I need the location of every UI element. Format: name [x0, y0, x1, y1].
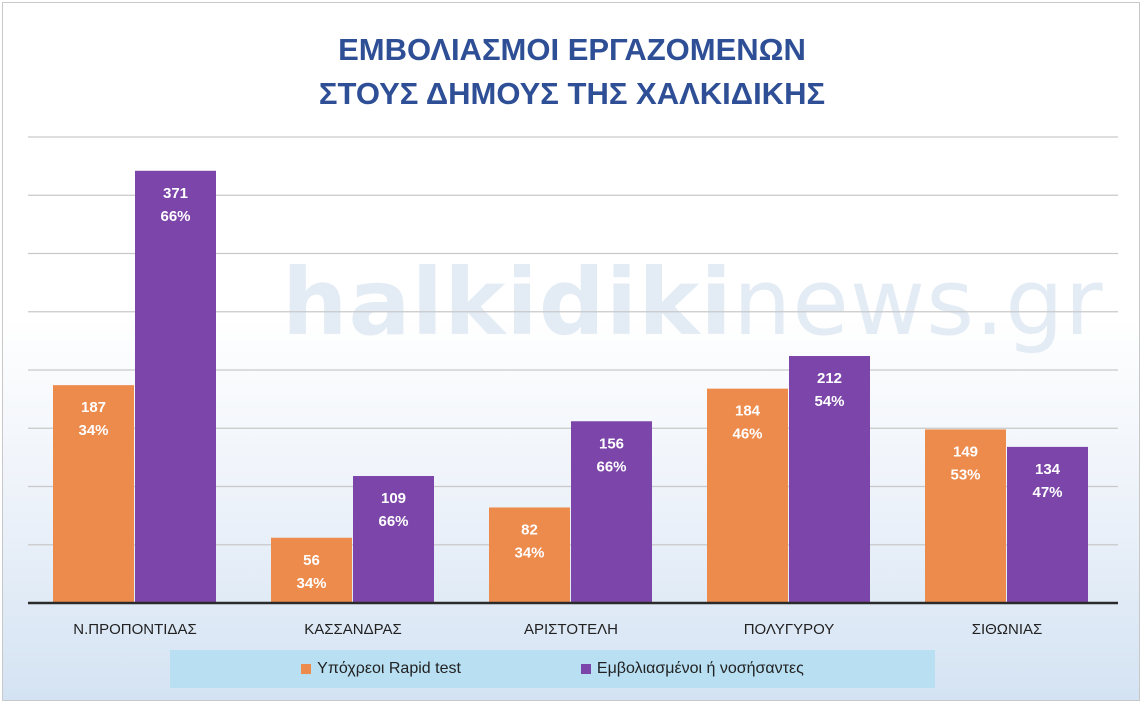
data-label-percent: 66%	[160, 208, 190, 225]
bar-vaccinated	[135, 170, 216, 603]
data-label-percent: 46%	[732, 426, 762, 443]
watermark-light-text: news.gr	[732, 249, 1104, 356]
legend: Υπόχρεοι Rapid test Εμβολιασμένοι ή νοσή…	[170, 650, 935, 688]
data-label-value: 134	[1035, 461, 1061, 478]
legend-swatch-purple	[580, 664, 591, 674]
data-label-value: 82	[521, 521, 538, 538]
bar-rapid-test	[489, 507, 570, 603]
bar-vaccinated	[1007, 446, 1088, 603]
chart-title-line-2: ΣΤΟΥΣ ΔΗΜΟΥΣ ΤΗΣ ΧΑΛΚΙΔΙΚΗΣ	[318, 76, 826, 111]
watermark: halkidikinews.gr	[282, 248, 1103, 358]
data-label-value: 212	[817, 370, 842, 387]
bar-rapid-test	[707, 388, 788, 603]
legend-swatch-orange	[301, 664, 312, 674]
legend-label-vaccinated: Εμβολιασμένοι ή νοσήσαντες	[596, 660, 804, 677]
legend-item-rapid-test: Υπόχρεοι Rapid test	[301, 660, 461, 678]
data-label-value: 187	[81, 399, 106, 416]
legend-item-vaccinated: Εμβολιασμένοι ή νοσήσαντες	[580, 660, 804, 678]
legend-label-rapid-test: Υπόχρεοι Rapid test	[317, 660, 461, 677]
chart-title-line-1: ΕΜΒΟΛΙΑΣΜΟΙ ΕΡΓΑΖΟΜΕΝΩΝ	[338, 32, 806, 67]
x-tick-label: ΣΙΘΩΝΙΑΣ	[972, 621, 1043, 638]
data-label-percent: 34%	[296, 575, 326, 592]
x-tick-label: ΠΟΛΥΓΥΡΟΥ	[744, 621, 835, 638]
x-tick-label: ΑΡΙΣΤΟΤΕΛΗ	[524, 621, 618, 638]
data-label-value: 109	[381, 490, 406, 507]
x-tick-label: ΚΑΣΣΑΝΔΡΑΣ	[304, 621, 402, 638]
bar-vaccinated	[353, 476, 434, 603]
data-label-value: 56	[303, 552, 320, 569]
data-label-percent: 66%	[378, 513, 408, 530]
data-label-percent: 66%	[596, 458, 626, 475]
data-label-value: 149	[953, 443, 978, 460]
data-label-value: 371	[163, 185, 188, 202]
data-label-percent: 47%	[1032, 484, 1062, 501]
bar-rapid-test	[925, 429, 1006, 603]
bar-rapid-test	[53, 385, 134, 603]
chart-title: ΕΜΒΟΛΙΑΣΜΟΙ ΕΡΓΑΖΟΜΕΝΩΝ ΣΤΟΥΣ ΔΗΜΟΥΣ ΤΗΣ…	[0, 28, 1144, 116]
x-tick-label: Ν.ΠΡΟΠΟΝΤΙΔΑΣ	[73, 621, 196, 638]
bar-vaccinated	[789, 356, 870, 603]
bar-vaccinated	[571, 421, 652, 603]
data-label-percent: 53%	[950, 466, 980, 483]
data-label-value: 184	[735, 403, 761, 420]
watermark-bold-text: halkidiki	[282, 249, 733, 356]
data-label-percent: 54%	[814, 393, 844, 410]
data-label-value: 156	[599, 435, 624, 452]
bar-rapid-test	[271, 537, 352, 603]
data-label-percent: 34%	[78, 422, 108, 439]
data-label-percent: 34%	[514, 544, 544, 561]
